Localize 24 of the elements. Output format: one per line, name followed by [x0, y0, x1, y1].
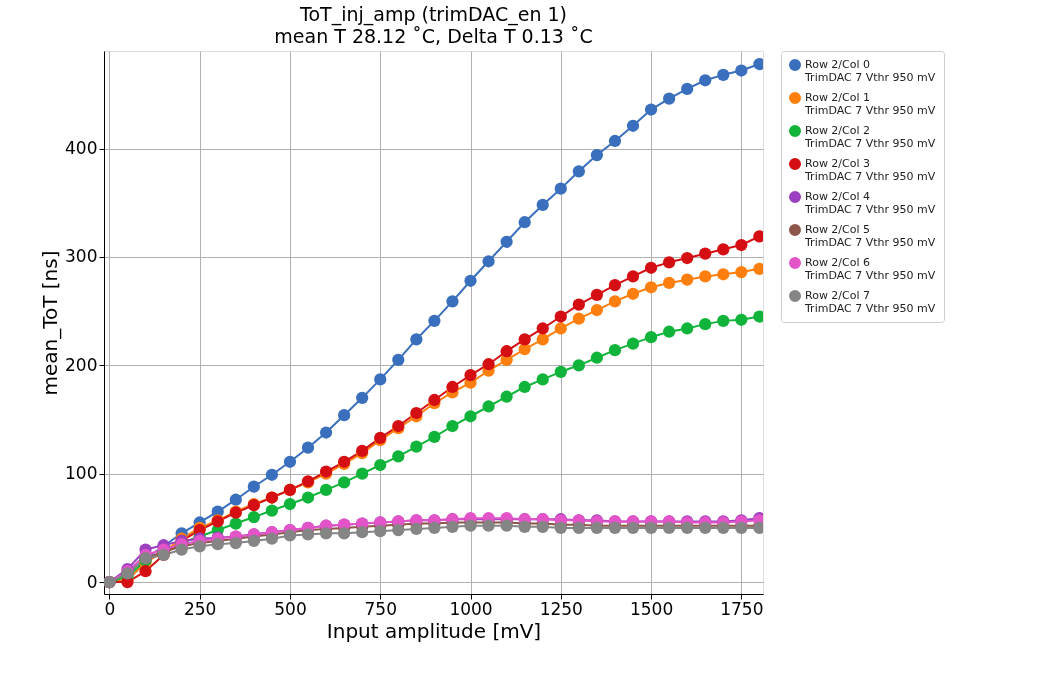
legend-label: Row 2/Col 0 TrimDAC 7 Vthr 950 mV — [804, 58, 936, 84]
legend-label: Row 2/Col 5 TrimDAC 7 Vthr 950 mV — [804, 223, 936, 249]
y-tick-label: 200 — [65, 354, 98, 375]
legend-label: Row 2/Col 6 TrimDAC 7 Vthr 950 mV — [804, 256, 936, 282]
y-axis-title: mean_ToT [ns] — [38, 250, 63, 396]
y-tick-label: 400 — [65, 138, 98, 159]
y-tick-label: 100 — [65, 463, 98, 484]
legend-label: Row 2/Col 4 TrimDAC 7 Vthr 950 mV — [804, 190, 936, 216]
x-tick-label: 1500 — [629, 598, 674, 619]
legend-label: Row 2/Col 1 TrimDAC 7 Vthr 950 mV — [804, 91, 936, 117]
x-axis-title: Input amplitude [mV] — [326, 618, 542, 643]
chart-title: ToT_inj_amp (trimDAC_en 1) — [299, 2, 567, 26]
x-tick-label: 250 — [183, 598, 217, 619]
y-tick-label: 300 — [65, 246, 98, 267]
x-tick-label: 1000 — [449, 598, 493, 619]
x-tick-label: 1750 — [720, 598, 764, 619]
y-tick-label: 0 — [86, 571, 98, 592]
legend-label: Row 2/Col 2 TrimDAC 7 Vthr 950 mV — [804, 124, 936, 150]
legend-label: Row 2/Col 3 TrimDAC 7 Vthr 950 mV — [804, 157, 936, 183]
x-tick-label: 500 — [274, 598, 307, 619]
x-tick-label: 1250 — [539, 598, 583, 619]
x-tick-label: 0 — [104, 598, 116, 619]
legend-label: Row 2/Col 7 TrimDAC 7 Vthr 950 mV — [804, 289, 936, 315]
x-tick-label: 750 — [364, 598, 397, 619]
